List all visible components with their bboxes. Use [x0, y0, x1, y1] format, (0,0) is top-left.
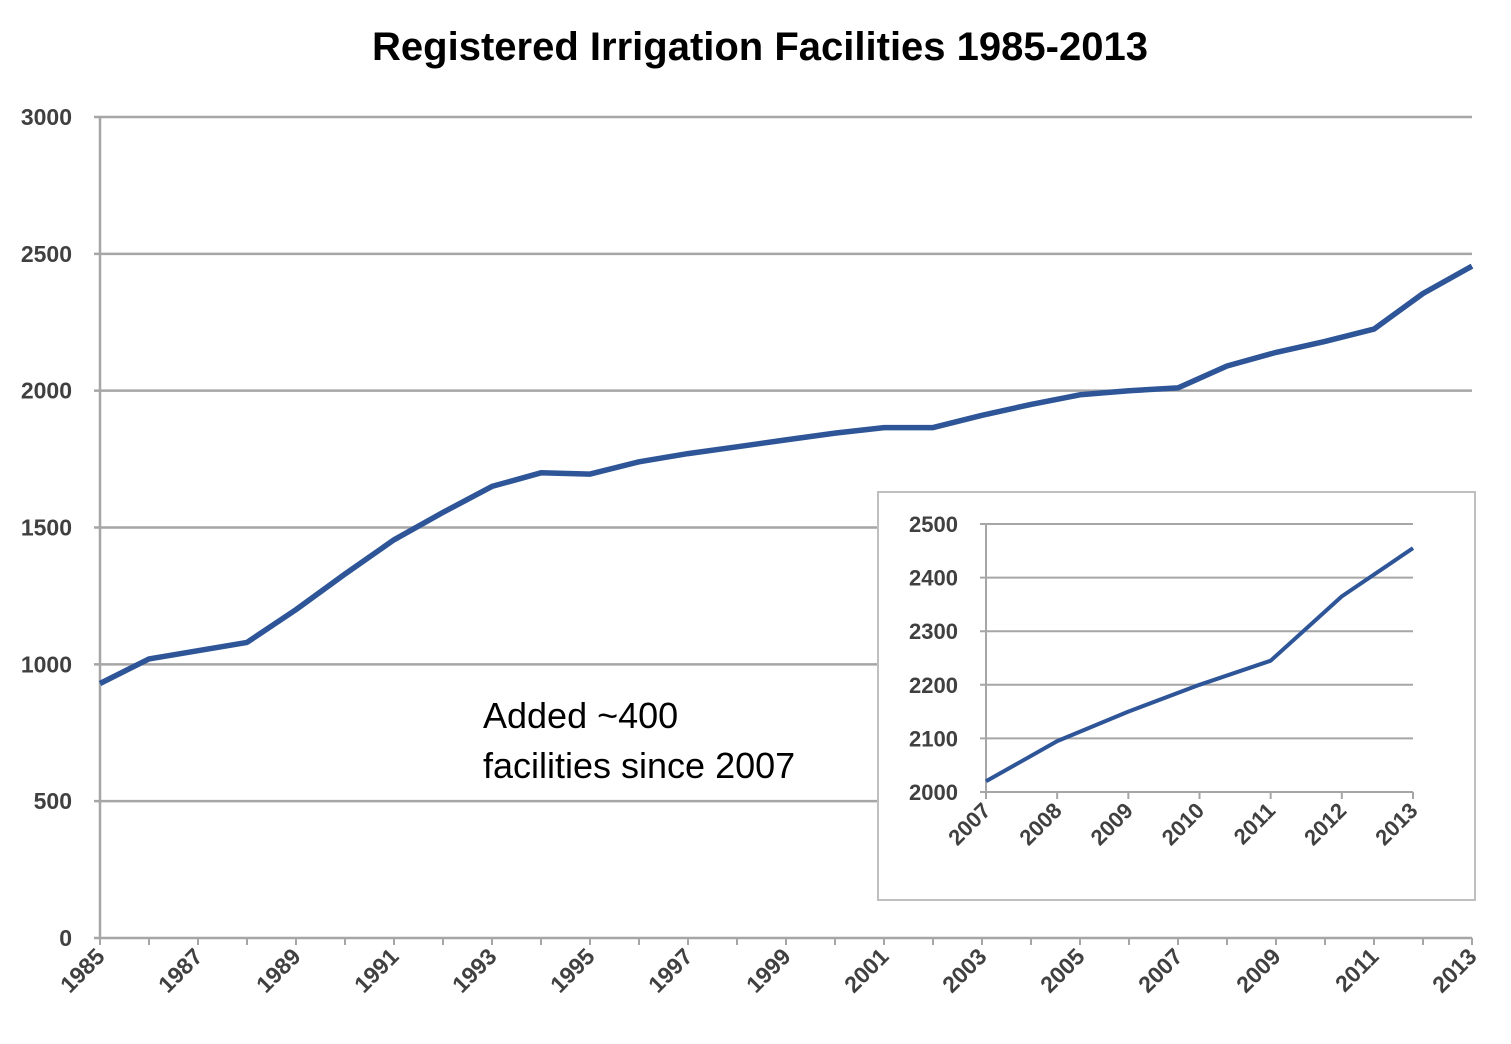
y-tick-label-1500: 1500 — [21, 515, 72, 541]
x-tick-label-1997: 1997 — [643, 943, 698, 998]
main-y-tick-labels: 0 500 1000 1500 2000 2500 3000 — [21, 104, 72, 951]
x-tick-label-2003: 2003 — [937, 943, 992, 998]
x-tick-label-2011: 2011 — [1330, 943, 1384, 997]
y-tick-label-500: 500 — [34, 788, 72, 814]
main-x-tick-labels: 1985 1987 1989 1991 1993 1995 1997 1999 2001 2003… — [55, 943, 1482, 998]
x-tick-label-1991: 1991 — [349, 943, 404, 998]
y-tick-label-2500: 2500 — [21, 241, 72, 267]
x-tick-label-2005: 2005 — [1035, 943, 1090, 998]
x-tick-label-2001: 2001 — [839, 943, 894, 998]
chart-title: Registered Irrigation Facilities 1985-20… — [372, 25, 1148, 69]
y-tick-label-1000: 1000 — [21, 651, 72, 677]
main-series-group — [98, 263, 1474, 686]
annotation-line-2: facilities since 2007 — [483, 745, 795, 786]
x-tick-label-2013: 2013 — [1427, 943, 1482, 998]
x-tick-label-2007: 2007 — [1133, 943, 1188, 998]
inset-series-group — [985, 546, 1415, 784]
annotation-text: Added ~400 facilities since 2007 — [483, 695, 795, 786]
x-tick-label-1985: 1985 — [55, 943, 110, 998]
y-tick-label-3000: 3000 — [21, 104, 72, 130]
inset-gridlines — [980, 523, 1413, 740]
annotation-line-1: Added ~400 — [483, 695, 678, 736]
x-tick-label-2009: 2009 — [1231, 943, 1286, 998]
y-tick-label-2000: 2000 — [21, 378, 72, 404]
x-tick-label-1995: 1995 — [545, 943, 600, 998]
series-line-0 — [98, 263, 1474, 686]
inset-y-tick-label-2100: 2100 — [909, 726, 958, 751]
inset-y-tick-label-2400: 2400 — [909, 566, 958, 591]
inset-y-tick-label-2200: 2200 — [909, 673, 958, 698]
x-tick-label-1989: 1989 — [251, 943, 306, 998]
inset-axes — [980, 524, 1414, 799]
inset-frame — [877, 491, 1476, 901]
x-tick-label-1987: 1987 — [153, 943, 208, 998]
inset-y-tick-labels: 2000 2100 2200 2300 2400 2500 — [909, 512, 958, 805]
inset-y-tick-label-2300: 2300 — [909, 619, 958, 644]
y-tick-label-0: 0 — [59, 925, 72, 951]
inset-y-tick-label-2000: 2000 — [909, 780, 958, 805]
main-axes — [94, 117, 1473, 945]
x-tick-label-1999: 1999 — [741, 943, 796, 998]
x-tick-label-1993: 1993 — [447, 943, 502, 998]
inset-y-tick-label-2500: 2500 — [909, 512, 958, 537]
inset-series-line-0 — [985, 546, 1415, 784]
